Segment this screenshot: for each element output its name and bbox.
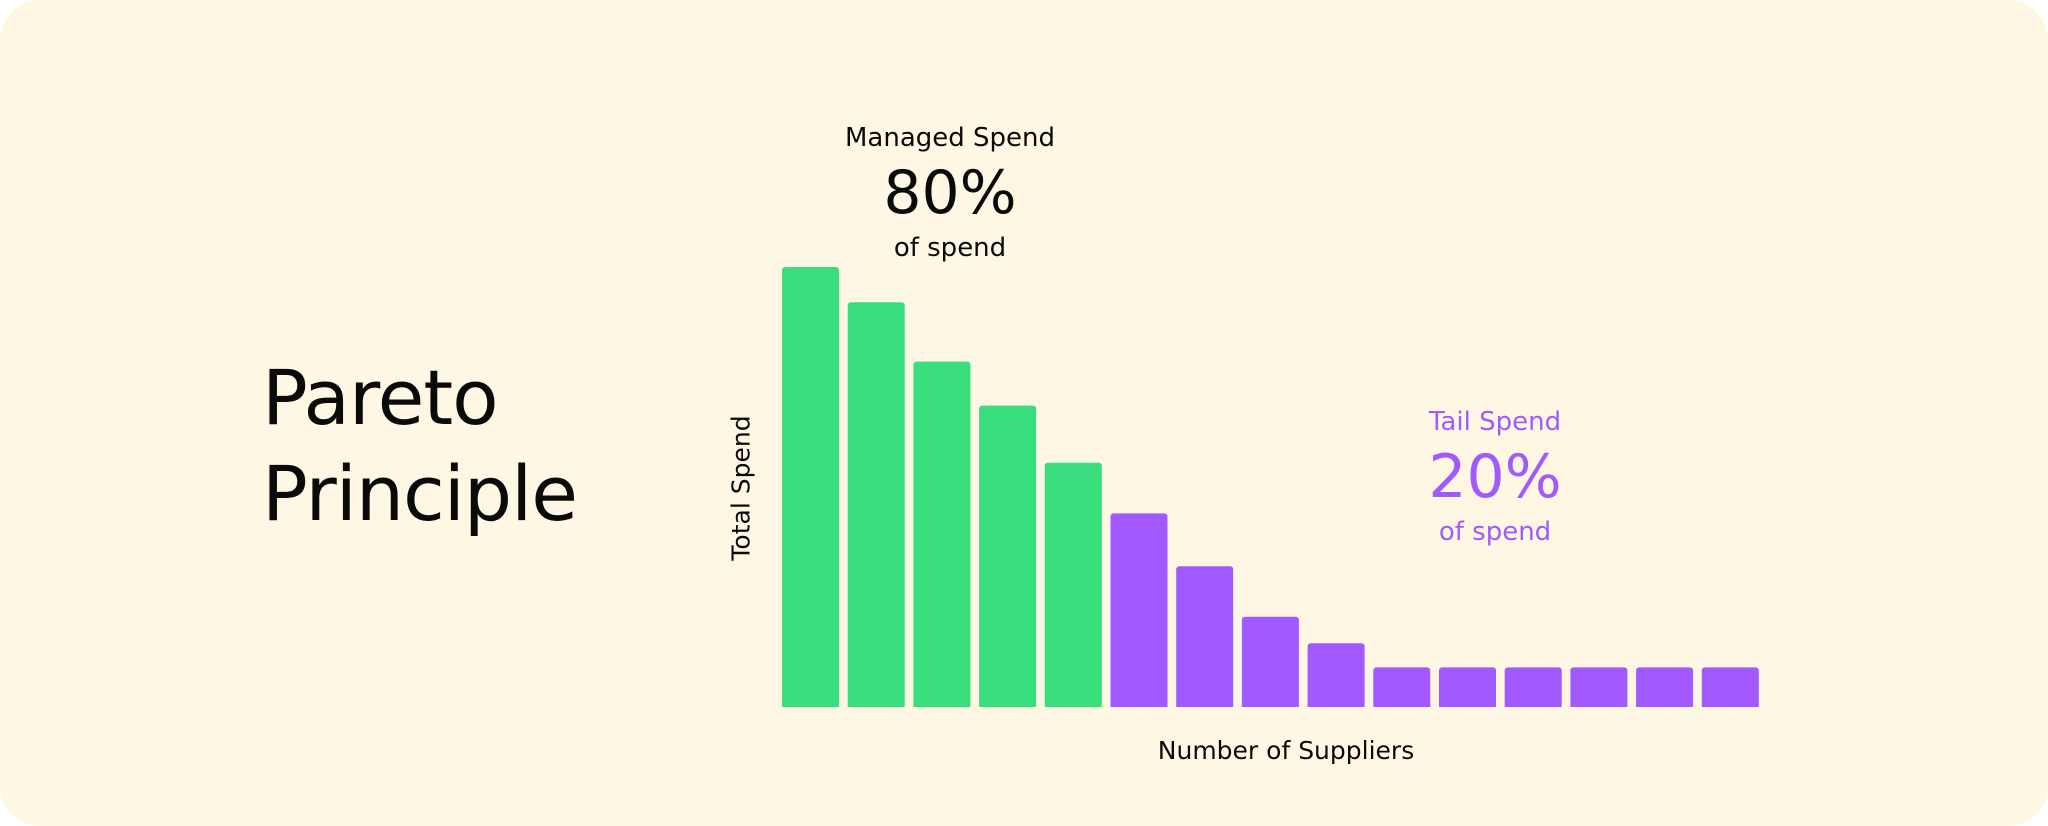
- bar-4: [979, 405, 1037, 710]
- bar-13: [1570, 667, 1628, 710]
- bar-2: [847, 302, 905, 710]
- bar-5: [1044, 462, 1102, 710]
- tail-spend-label: Tail Spend: [1428, 407, 1562, 437]
- bar-15: [1701, 667, 1759, 710]
- managed-spend-percent: 80%: [883, 158, 1017, 228]
- bar-8: [1241, 616, 1299, 710]
- x-axis-label: Number of Suppliers: [1157, 736, 1415, 765]
- bar-7: [1176, 566, 1234, 710]
- tail-spend-sub: of spend: [1438, 517, 1552, 547]
- bar-3: [913, 361, 971, 710]
- bar-14: [1636, 667, 1694, 710]
- bar-12: [1504, 667, 1562, 710]
- title-line-1: Pareto: [262, 353, 499, 442]
- managed-spend-annotation: Managed Spend 80% of spend: [845, 121, 1055, 265]
- y-axis-label: Total Spend: [726, 415, 756, 561]
- tail-spend-annotation: Tail Spend 20% of spend: [1428, 405, 1561, 549]
- page-title: Pareto Principle: [262, 350, 578, 542]
- bar-10: [1373, 667, 1431, 710]
- bar-6: [1110, 513, 1168, 710]
- bar-1: [782, 267, 839, 710]
- baseline-mask: [777, 707, 1773, 717]
- tail-spend-percent: 20%: [1428, 442, 1562, 512]
- managed-spend-sub: of spend: [893, 233, 1007, 263]
- bar-9: [1307, 643, 1365, 710]
- bar-11: [1439, 667, 1496, 710]
- managed-spend-label: Managed Spend: [844, 123, 1056, 153]
- title-line-2: Principle: [262, 449, 578, 538]
